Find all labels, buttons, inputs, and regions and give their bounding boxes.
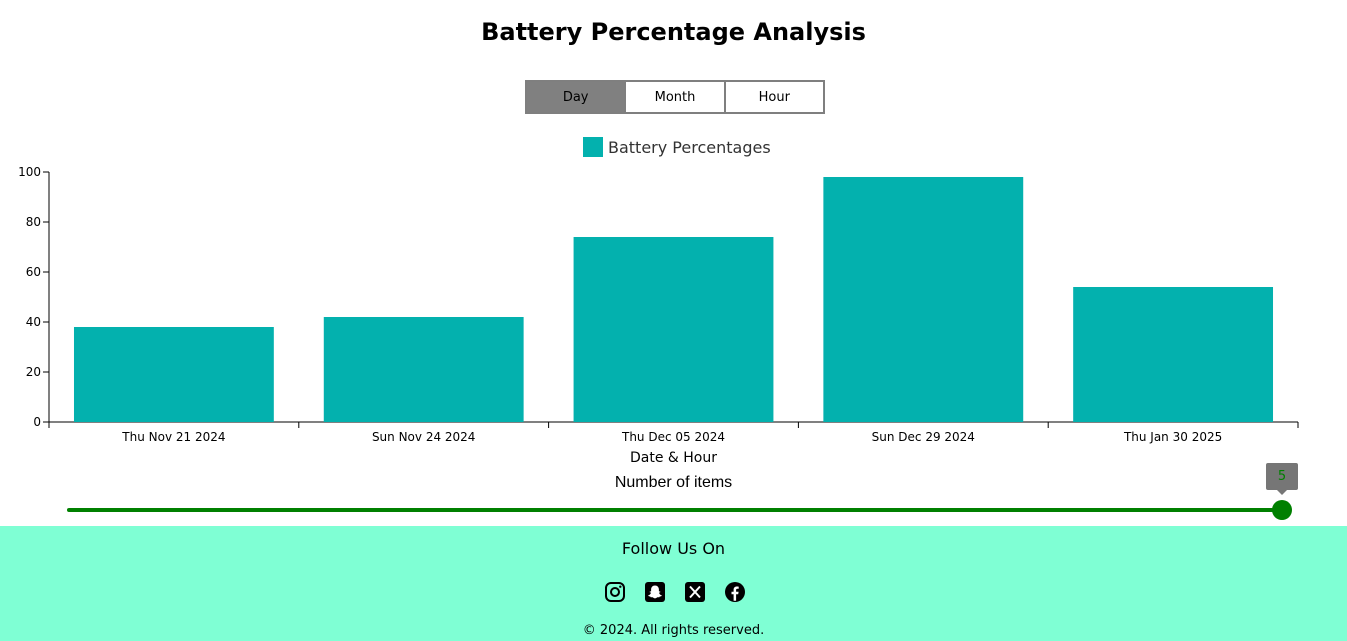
legend-swatch: [583, 137, 603, 157]
y-tick-label: 20: [26, 365, 41, 379]
month-button[interactable]: Month: [626, 80, 726, 114]
x-tick-label: Thu Dec 05 2024: [621, 430, 725, 444]
y-tick-label: 80: [26, 215, 41, 229]
bar: [823, 177, 1024, 422]
social-links: [603, 580, 747, 604]
facebook-icon[interactable]: [723, 580, 747, 604]
bar: [1073, 287, 1274, 422]
page-title: Battery Percentage Analysis: [481, 18, 866, 46]
x-tick-label: Sun Nov 24 2024: [372, 430, 476, 444]
bar-chart: 0 20 40 60 80 100 Thu Nov 21 2024 Sun Nov 24 20…: [18, 165, 1299, 466]
copyright: © 2024. All rights reserved.: [582, 623, 765, 638]
instagram-icon[interactable]: [603, 580, 627, 604]
slider-value-tooltip: 5: [1266, 463, 1298, 495]
x-tick-label: Sun Dec 29 2024: [872, 430, 975, 444]
x-tick-label: Thu Nov 21 2024: [121, 430, 225, 444]
y-tick-label: 100: [18, 165, 41, 179]
footer-title: Follow Us On: [621, 539, 726, 558]
day-button[interactable]: Day: [525, 80, 627, 114]
legend-label: Battery Percentages: [608, 137, 771, 157]
bar: [323, 317, 524, 422]
bar: [73, 327, 274, 422]
slider-label: Number of items: [614, 474, 733, 491]
granularity-toggle: Day Month Hour: [525, 80, 825, 114]
x-twitter-icon[interactable]: [683, 580, 707, 604]
slider-track[interactable]: [67, 508, 1282, 512]
hour-button[interactable]: Hour: [725, 80, 825, 114]
footer: Follow Us On © 2024. All rights reserved…: [0, 526, 1347, 641]
y-tick-label: 40: [26, 315, 41, 329]
y-tick-label: 60: [26, 265, 41, 279]
x-axis-title: Date & Hour: [630, 450, 717, 466]
y-tick-label: 0: [33, 415, 41, 429]
bar: [573, 237, 774, 422]
chart-legend[interactable]: Battery Percentages: [583, 136, 771, 158]
slider-thumb[interactable]: [1272, 500, 1292, 520]
snapchat-icon[interactable]: [643, 580, 667, 604]
x-tick-label: Thu Jan 30 2025: [1123, 430, 1222, 444]
